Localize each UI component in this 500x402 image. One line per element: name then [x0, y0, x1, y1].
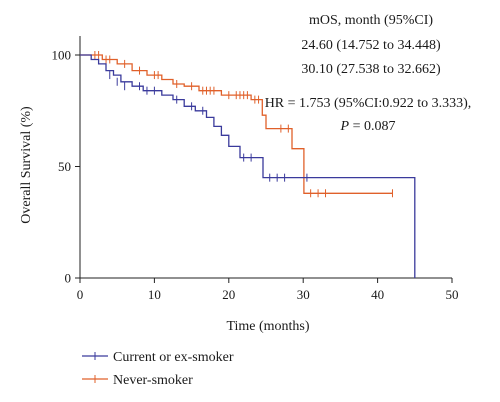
- y-tick-label: 100: [52, 48, 72, 63]
- axes: 0 50 100 0 10 20 30 40 50: [52, 36, 459, 302]
- x-tick-label: 20: [222, 287, 235, 302]
- x-tick-label: 0: [77, 287, 84, 302]
- legend-item: Never-smoker: [82, 373, 193, 388]
- p-symbol: P: [340, 119, 350, 134]
- x-tick-label: 30: [297, 287, 310, 302]
- median-value-smoker: 24.60 (14.752 to 34.448): [301, 38, 441, 53]
- median-header: mOS, month (95%CI): [309, 13, 433, 28]
- y-tick-label: 50: [58, 159, 71, 174]
- survival-curve: [80, 54, 416, 278]
- y-axis-label: Overall Survival (%): [19, 106, 34, 224]
- series-layer: [80, 51, 416, 278]
- x-tick-label: 10: [148, 287, 161, 302]
- legend-item: Current or ex-smoker: [82, 350, 234, 365]
- x-tick-label: 40: [371, 287, 384, 302]
- p-value: = 0.087: [349, 119, 395, 134]
- p-value-text: P = 0.087: [340, 119, 396, 134]
- median-survival-annotation: mOS, month (95%CI) 24.60 (14.752 to 34.4…: [301, 13, 441, 77]
- x-axis-label: Time (months): [226, 319, 309, 334]
- hr-text: HR = 1.753 (95%CI:0.922 to 3.333),: [265, 96, 472, 111]
- series-never-smoker: [80, 51, 393, 198]
- legend: Current or ex-smoker Never-smoker: [82, 350, 234, 388]
- x-tick-label: 50: [446, 287, 459, 302]
- y-tick-label: 0: [65, 271, 72, 286]
- series-current-or-ex-smoker: [80, 54, 416, 278]
- legend-label: Never-smoker: [113, 373, 193, 388]
- legend-label: Current or ex-smoker: [113, 350, 234, 365]
- median-value-never-smoker: 30.10 (27.538 to 32.662): [301, 62, 441, 77]
- hazard-ratio-annotation: HR = 1.753 (95%CI:0.922 to 3.333), P = 0…: [265, 96, 472, 134]
